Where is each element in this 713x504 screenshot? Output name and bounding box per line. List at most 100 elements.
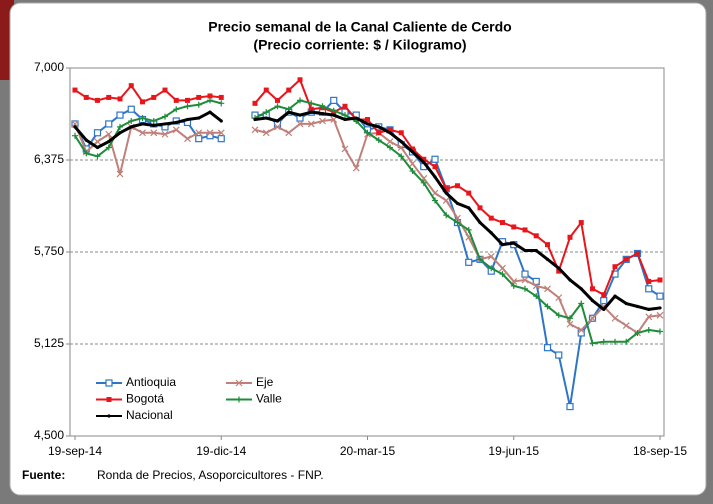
marker	[308, 100, 315, 107]
marker	[151, 94, 157, 100]
marker	[107, 414, 111, 418]
marker	[252, 100, 258, 106]
marker	[94, 153, 101, 160]
source-label: Fuente:	[22, 468, 65, 482]
marker	[307, 120, 315, 128]
marker	[319, 117, 326, 125]
marker	[173, 97, 179, 103]
marker	[556, 268, 562, 274]
marker	[555, 351, 563, 359]
marker	[297, 77, 303, 83]
marker	[521, 276, 529, 284]
marker	[262, 129, 270, 137]
marker	[545, 242, 550, 248]
marker	[184, 135, 191, 143]
marker	[409, 160, 416, 168]
marker	[443, 212, 450, 219]
marker	[127, 105, 135, 113]
marker	[387, 144, 393, 151]
chart-title: Precio semanal de la Canal Caliente de C…	[208, 19, 511, 35]
marker	[645, 285, 653, 293]
marker	[466, 190, 472, 196]
marker	[487, 252, 495, 260]
marker	[72, 132, 78, 139]
marker	[140, 99, 145, 105]
marker	[173, 106, 180, 113]
marker	[555, 312, 562, 319]
marker	[264, 116, 268, 120]
x-tick-label: 19-dic-14	[196, 444, 246, 458]
marker	[567, 315, 573, 322]
marker	[646, 278, 652, 284]
marker	[285, 129, 293, 137]
chart-subtitle: (Precio corriente: $ / Kilogramo)	[253, 37, 466, 53]
marker	[432, 197, 438, 204]
marker	[309, 110, 313, 114]
marker	[645, 313, 653, 321]
marker	[217, 129, 225, 137]
marker	[465, 258, 473, 266]
marker	[522, 285, 528, 292]
marker	[274, 103, 281, 110]
marker	[207, 97, 213, 104]
marker	[499, 271, 506, 278]
marker	[386, 138, 394, 146]
legend-label: Nacional	[126, 408, 173, 422]
marker	[557, 266, 561, 270]
marker	[184, 103, 191, 110]
marker	[590, 298, 595, 303]
marker	[522, 227, 528, 233]
marker	[431, 189, 439, 197]
marker	[465, 226, 472, 233]
marker	[375, 137, 382, 144]
marker	[657, 328, 663, 335]
marker	[308, 106, 314, 112]
marker	[330, 96, 338, 104]
marker	[534, 248, 538, 253]
marker	[105, 379, 113, 387]
marker	[263, 109, 270, 116]
marker	[139, 129, 146, 137]
marker	[455, 183, 460, 189]
marker	[174, 120, 178, 125]
marker	[162, 87, 168, 93]
marker	[218, 100, 225, 107]
marker	[387, 127, 393, 133]
marker	[566, 402, 574, 411]
marker	[117, 123, 123, 130]
marker	[431, 155, 439, 163]
marker	[543, 344, 552, 352]
marker	[532, 282, 540, 290]
marker	[555, 294, 563, 302]
x-tick-label: 19-jun-15	[488, 444, 539, 458]
marker	[150, 129, 158, 137]
marker	[83, 150, 90, 157]
marker	[410, 150, 415, 154]
marker	[94, 138, 101, 146]
marker	[422, 160, 426, 164]
marker	[577, 326, 585, 334]
marker	[95, 145, 100, 150]
marker	[544, 285, 551, 293]
marker	[319, 103, 326, 110]
marker	[139, 115, 146, 122]
marker	[129, 125, 133, 129]
marker	[354, 116, 358, 120]
marker	[298, 113, 302, 117]
marker	[341, 145, 349, 153]
marker	[409, 168, 416, 175]
marker	[601, 292, 607, 298]
marker	[342, 103, 348, 109]
marker	[500, 243, 505, 247]
marker	[251, 126, 259, 134]
marker	[511, 224, 517, 230]
marker	[602, 307, 606, 312]
marker	[376, 130, 382, 136]
marker	[589, 340, 596, 347]
marker	[106, 94, 112, 100]
marker	[105, 120, 113, 128]
marker	[398, 130, 404, 136]
marker	[600, 338, 607, 345]
marker	[286, 87, 292, 93]
marker	[128, 117, 135, 124]
